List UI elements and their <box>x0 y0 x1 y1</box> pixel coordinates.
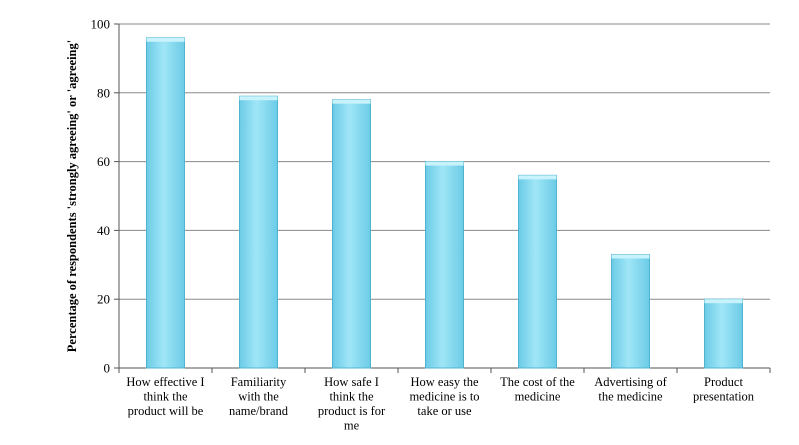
category-label-line: product is for <box>318 404 386 418</box>
y-axis-title: Percentage of respondents 'strongly agre… <box>65 40 79 352</box>
category-label-line: take or use <box>417 404 472 418</box>
category-label-line: How effective I <box>126 375 204 389</box>
y-tick-label: 40 <box>97 223 110 238</box>
category-label-line: think the <box>329 390 374 404</box>
bar <box>704 298 743 369</box>
category-label: Product presentation <box>693 375 755 404</box>
category-label-line: medicine is to <box>409 390 479 404</box>
category-label: Advertising of the medicine <box>594 375 667 404</box>
bar-cap <box>611 254 650 259</box>
category-label-line: product will be <box>128 404 204 418</box>
bar-cap <box>425 161 464 166</box>
category-label-line: think the <box>143 390 188 404</box>
category-label-line: name/brand <box>229 404 289 418</box>
category-label-line: presentation <box>693 390 755 404</box>
category-label-line: with the <box>238 390 279 404</box>
bar-cap <box>518 175 557 180</box>
y-tick-label: 80 <box>97 85 110 100</box>
bar <box>239 95 278 369</box>
category-label: How easy the medicine is to take or use <box>409 375 479 418</box>
category-label-line: Advertising of <box>594 375 667 389</box>
category-label-line: Product <box>704 375 743 389</box>
y-tick-label: 100 <box>91 17 111 32</box>
category-label-line: the medicine <box>598 390 663 404</box>
bar <box>146 37 185 369</box>
category-label-line: How safe I <box>324 375 379 389</box>
bar-cap <box>704 299 743 304</box>
bars <box>146 37 743 369</box>
bar <box>425 161 464 369</box>
category-label: Familiarity with the name/brand <box>229 375 289 418</box>
y-tick-label: 0 <box>104 361 111 376</box>
y-tick-label: 60 <box>97 154 110 169</box>
bar <box>332 99 371 369</box>
category-label-line: Familiarity <box>231 375 287 389</box>
bar-cap <box>332 99 371 104</box>
y-tick-label: 20 <box>97 292 110 307</box>
bar <box>518 174 557 369</box>
category-label-line: medicine <box>515 390 561 404</box>
bar-cap <box>239 96 278 101</box>
category-label-line: How easy the <box>410 375 478 389</box>
bar <box>611 253 650 369</box>
category-label-line: The cost of the <box>500 375 575 389</box>
y-tick-labels: 0 20 40 60 80 100 <box>91 17 111 376</box>
category-label: The cost of the medicine <box>500 375 575 404</box>
bar-cap <box>146 37 185 42</box>
category-label-line: me <box>344 419 360 433</box>
